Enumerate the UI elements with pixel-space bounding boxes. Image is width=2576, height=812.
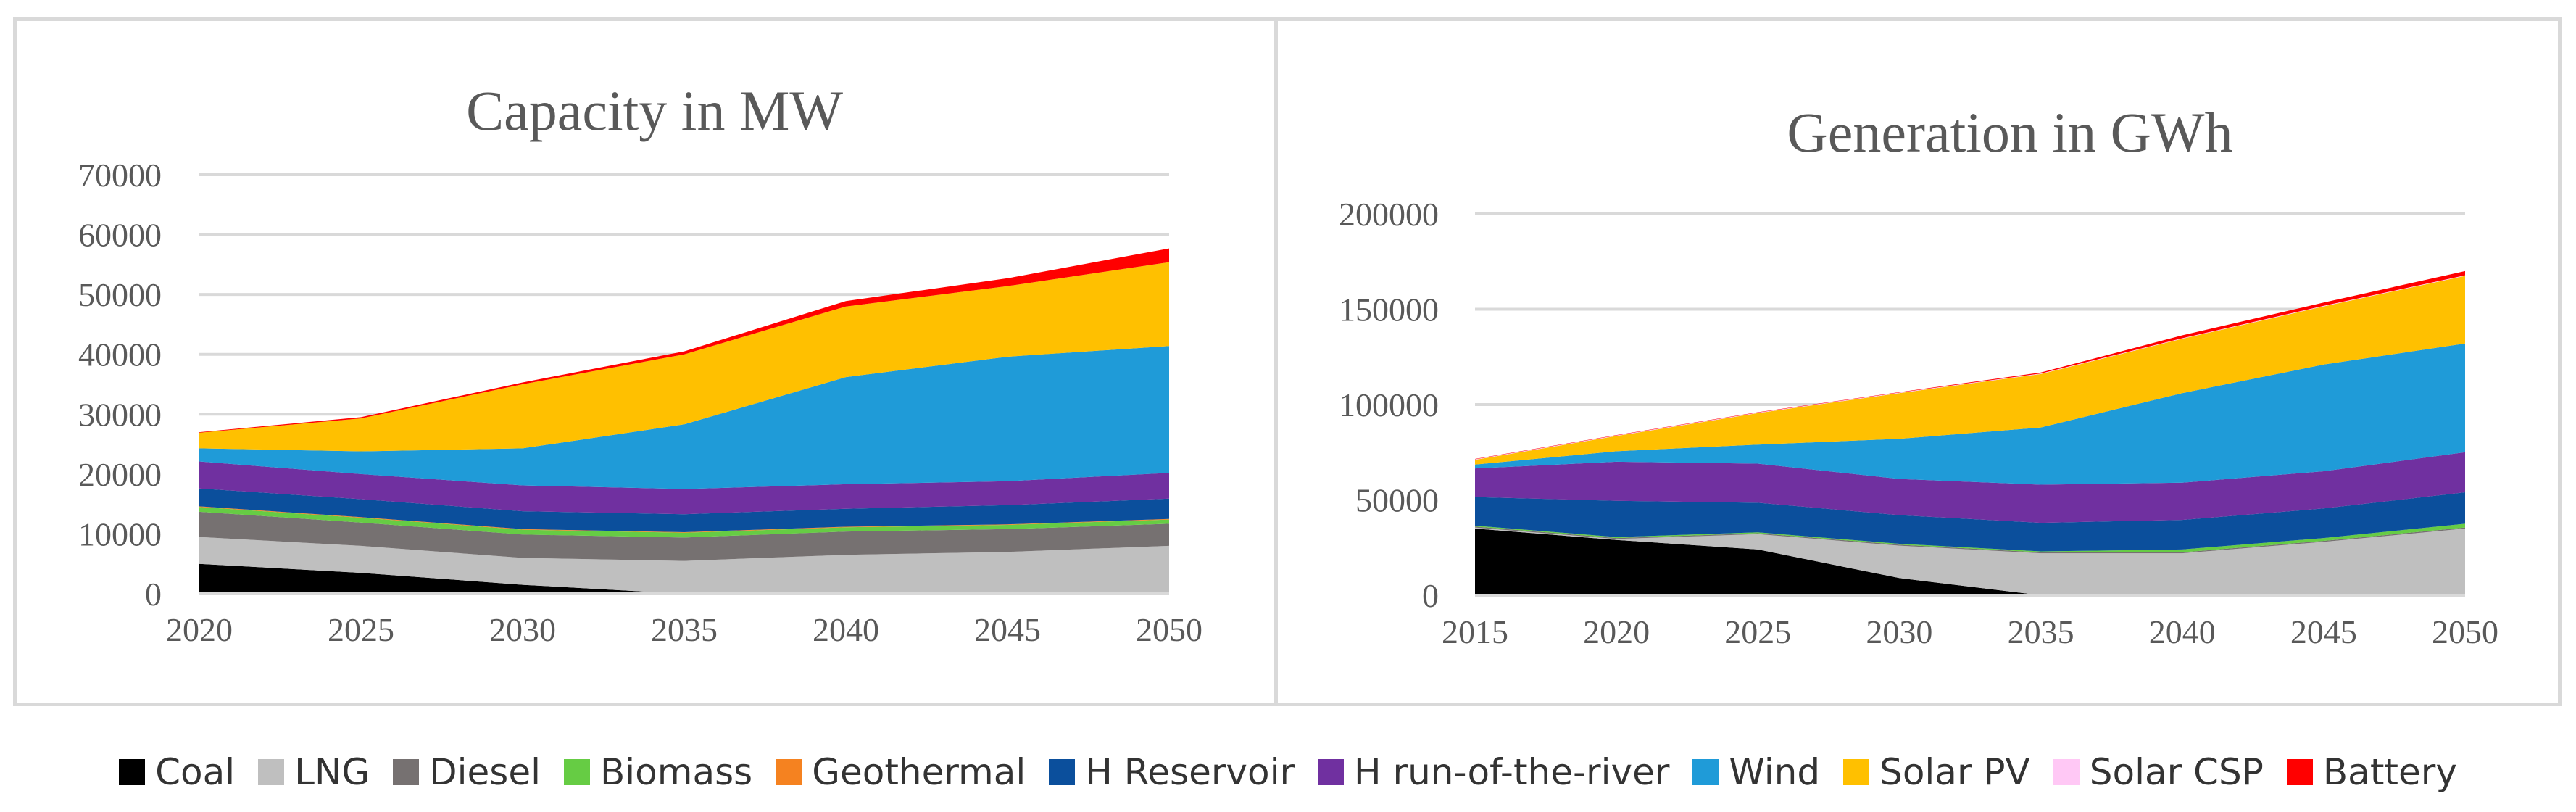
legend-swatch <box>563 759 590 785</box>
legend-label: Battery <box>2322 751 2457 793</box>
legend-label: Diesel <box>429 751 541 793</box>
y-tick-label: 0 <box>1422 577 1439 614</box>
x-tick-label: 2030 <box>489 611 556 648</box>
area-series-lng <box>199 536 1169 594</box>
x-tick-label: 2035 <box>651 611 718 648</box>
x-tick-label: 2045 <box>2290 613 2357 650</box>
y-tick-label: 70000 <box>78 157 162 194</box>
legend-label: Biomass <box>599 751 753 793</box>
legend-item-geothermal: Geothermal <box>776 751 1026 793</box>
legend-swatch <box>1318 759 1345 785</box>
capacity-chart: Capacity in MW 0 10000 20000 30000 40000 50000… <box>78 79 1202 648</box>
area-series-wind <box>1475 343 2465 485</box>
y-tick-label: 10000 <box>78 515 162 552</box>
area-series-h-reservoir <box>1475 492 2465 552</box>
y-tick-label: 150000 <box>1339 291 1439 328</box>
legend-label: H Reservoir <box>1085 751 1295 793</box>
legend-swatch <box>393 759 420 785</box>
legend-swatch <box>776 759 802 785</box>
area-series-diesel <box>199 511 1169 561</box>
x-tick-label: 2025 <box>1724 613 1791 650</box>
area-series-lng <box>1475 527 2465 595</box>
x-tick-label: 2040 <box>813 611 879 648</box>
area-series-solar-pv <box>199 262 1169 452</box>
legend-swatch <box>1843 759 1870 785</box>
legend-item-battery: Battery <box>2286 751 2457 793</box>
x-tick-label: 2025 <box>328 611 394 648</box>
generation-chart-panel: Generation in GWh 0 50000 100000 150000 20000… <box>1274 17 2562 706</box>
legend-label: Solar PV <box>1879 751 2030 793</box>
legend-label: Solar CSP <box>2089 751 2264 793</box>
legend-label: Geothermal <box>812 751 1026 793</box>
x-tick-label: 2045 <box>974 611 1041 648</box>
legend-swatch <box>1692 759 1719 785</box>
x-tick-label: 2020 <box>166 611 233 648</box>
x-tick-label: 2030 <box>1866 613 1932 650</box>
legend-swatch <box>258 759 285 785</box>
x-tick-label: 2040 <box>2149 613 2216 650</box>
x-tick-label: 2050 <box>2432 613 2498 650</box>
y-tick-label: 200000 <box>1339 196 1439 233</box>
y-tick-label: 50000 <box>78 276 162 313</box>
generation-chart: Generation in GWh 0 50000 100000 150000 20000… <box>1339 101 2498 650</box>
chart-legend: Coal LNG Diesel Biomass Geothermal H Reservoi… <box>0 747 2576 798</box>
legend-item-h-reservoir: H Reservoir <box>1049 751 1295 793</box>
x-tick-label: 2015 <box>1442 613 1508 650</box>
legend-item-lng: LNG <box>258 751 370 793</box>
area-series-battery <box>199 248 1169 433</box>
x-tick-label: 2020 <box>1583 613 1650 650</box>
x-tick-label: 2050 <box>1136 611 1202 648</box>
legend-item-diesel: Diesel <box>393 751 541 793</box>
area-series-biomass <box>199 507 1169 538</box>
y-tick-label: 100000 <box>1339 386 1439 423</box>
legend-item-biomass: Biomass <box>563 751 753 793</box>
area-series-coal <box>199 563 1169 594</box>
legend-item-h-run-of-the-river: H run-of-the-river <box>1318 751 1669 793</box>
area-series-h-reservoir <box>199 488 1169 532</box>
legend-label: Coal <box>155 751 236 793</box>
x-tick-label: 2035 <box>2008 613 2074 650</box>
area-series-h-run-of-the-river <box>199 461 1169 515</box>
legend-swatch <box>1049 759 1076 785</box>
area-series-solar-pv <box>1475 276 2465 465</box>
y-tick-label: 50000 <box>1355 482 1439 519</box>
legend-label: H run-of-the-river <box>1354 751 1670 793</box>
chart-title: Generation in GWh <box>1787 101 2232 164</box>
y-tick-label: 60000 <box>78 217 162 254</box>
y-tick-label: 40000 <box>78 336 162 373</box>
legend-item-wind: Wind <box>1692 751 1820 793</box>
chart-title: Capacity in MW <box>466 79 843 142</box>
y-tick-label: 20000 <box>78 456 162 493</box>
legend-item-solar-csp: Solar CSP <box>2053 751 2264 793</box>
legend-swatch <box>2286 759 2313 785</box>
legend-swatch <box>119 759 146 785</box>
capacity-chart-panel: Capacity in MW 0 10000 20000 30000 40000 50000… <box>13 17 1277 706</box>
area-series-coal <box>1475 529 2465 595</box>
y-tick-label: 0 <box>145 576 162 613</box>
area-series-h-run-of-the-river <box>1475 452 2465 523</box>
legend-label: LNG <box>294 751 370 793</box>
legend-label: Wind <box>1729 751 1821 793</box>
legend-item-solar-pv: Solar PV <box>1843 751 2030 793</box>
legend-item-coal: Coal <box>119 751 235 793</box>
y-tick-label: 30000 <box>78 396 162 433</box>
area-series-wind <box>199 346 1169 489</box>
legend-swatch <box>2053 759 2080 785</box>
